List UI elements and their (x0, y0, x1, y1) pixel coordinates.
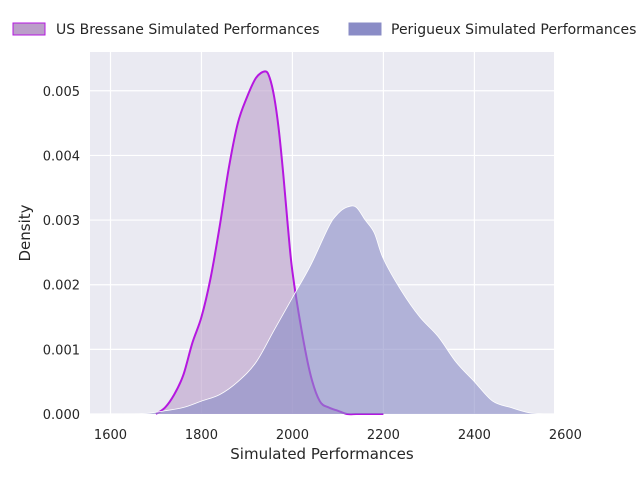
x-tick-label: 2400 (458, 428, 491, 443)
x-tick-label: 2200 (367, 428, 400, 443)
y-axis-ticks: 0.000 0.001 0.002 0.003 0.004 0.005 (43, 85, 80, 423)
x-tick-label: 2600 (549, 428, 582, 443)
x-axis-label: Simulated Performances (230, 445, 414, 463)
legend: US Bressane Simulated Performances Perig… (12, 22, 636, 38)
legend-label-us-bressane: US Bressane Simulated Performances (56, 22, 320, 38)
x-tick-label: 1600 (94, 428, 127, 443)
y-tick-label: 0.004 (43, 149, 80, 164)
legend-label-perigueux: Perigueux Simulated Performances (391, 22, 636, 38)
y-tick-label: 0.001 (43, 343, 80, 358)
legend-swatch-us-bressane (12, 22, 46, 36)
grid-lines (90, 52, 566, 415)
density-area-perigueux (119, 205, 548, 414)
x-axis-ticks: 1600 1800 2000 2200 2400 2600 (94, 428, 582, 443)
legend-swatch-perigueux (348, 22, 382, 36)
y-axis-label: Density (16, 204, 34, 261)
y-tick-label: 0.000 (43, 408, 80, 423)
density-line-perigueux (119, 205, 548, 415)
y-tick-label: 0.005 (43, 85, 80, 100)
y-tick-label: 0.002 (43, 279, 80, 294)
density-area-us-bressane (155, 71, 384, 415)
y-tick-label: 0.003 (43, 214, 80, 229)
density-areas (119, 70, 548, 416)
x-tick-label: 2000 (276, 428, 309, 443)
x-tick-label: 1800 (185, 428, 218, 443)
